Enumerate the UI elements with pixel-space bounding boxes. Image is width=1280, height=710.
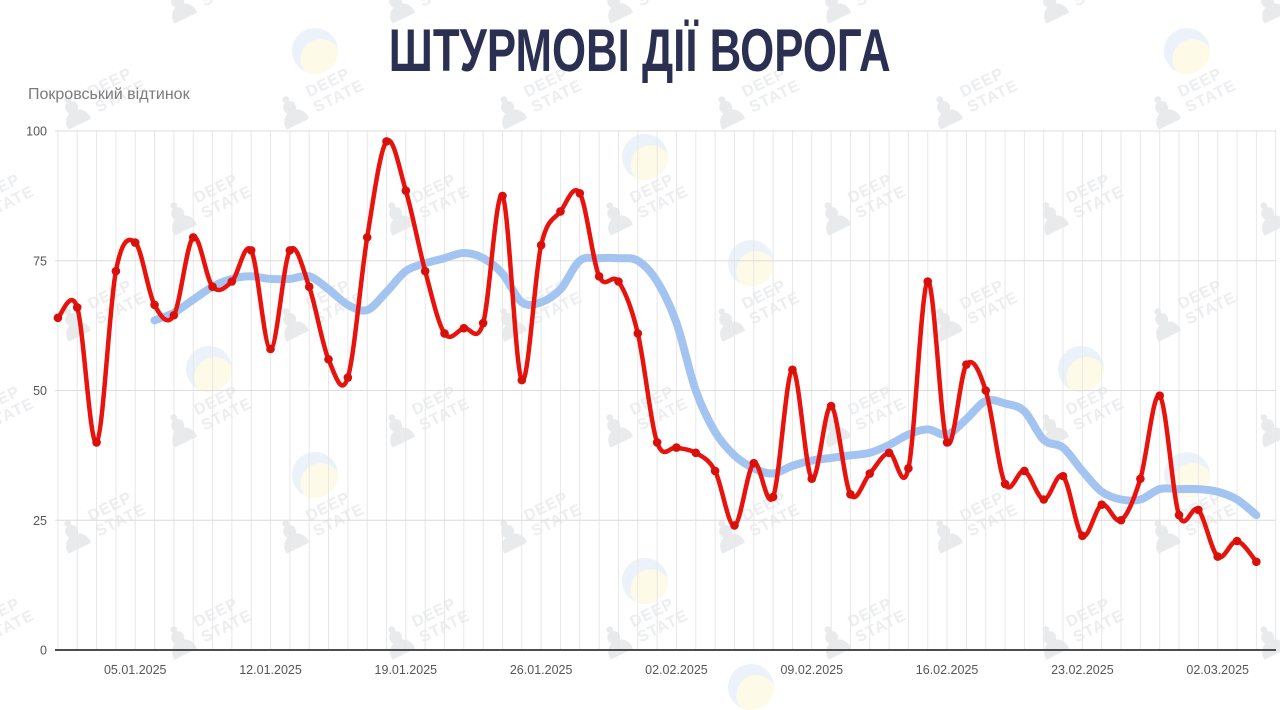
data-point bbox=[826, 401, 836, 411]
data-point bbox=[923, 277, 933, 286]
data-point bbox=[1252, 557, 1261, 567]
data-point bbox=[1000, 479, 1010, 489]
data-point bbox=[130, 238, 140, 247]
data-point bbox=[459, 323, 469, 333]
x-axis-label: 02.02.2025 bbox=[645, 663, 708, 677]
data-point bbox=[556, 207, 565, 216]
data-point bbox=[846, 490, 855, 499]
data-point bbox=[807, 474, 817, 484]
data-point bbox=[1078, 531, 1087, 541]
data-point bbox=[92, 438, 101, 447]
data-point bbox=[1213, 552, 1222, 561]
y-axis-label: 75 bbox=[33, 254, 47, 268]
data-point bbox=[188, 233, 198, 242]
data-point bbox=[575, 188, 585, 198]
data-point bbox=[1039, 495, 1049, 504]
data-point bbox=[208, 282, 217, 292]
data-point bbox=[1232, 536, 1242, 546]
line-chart: 0 25 50 75 100 05.01.2025 12.01.2025 19.01.2025… bbox=[26, 125, 1277, 677]
chart-subtitle: Покровський відтинок bbox=[28, 86, 190, 103]
data-point bbox=[710, 466, 720, 476]
y-axis-label: 50 bbox=[33, 384, 47, 398]
data-point bbox=[749, 458, 759, 468]
data-point bbox=[594, 272, 604, 281]
data-point bbox=[865, 469, 875, 478]
x-axis-label: 19.01.2025 bbox=[375, 663, 438, 677]
data-point bbox=[401, 186, 411, 195]
data-point bbox=[304, 282, 314, 292]
data-point bbox=[1097, 500, 1107, 509]
average-line-series bbox=[150, 249, 1261, 520]
data-point bbox=[227, 277, 237, 286]
data-point bbox=[962, 360, 971, 369]
y-axis-label: 25 bbox=[33, 514, 47, 528]
data-point bbox=[1174, 510, 1184, 520]
data-point bbox=[1020, 466, 1029, 476]
data-point bbox=[1058, 471, 1068, 481]
data-point bbox=[614, 277, 623, 286]
x-axis-label: 12.01.2025 bbox=[239, 663, 302, 677]
data-point bbox=[72, 303, 82, 312]
data-point bbox=[730, 521, 739, 530]
data-point bbox=[150, 300, 159, 310]
x-axis-label: 02.03.2025 bbox=[1186, 663, 1249, 677]
data-point bbox=[420, 266, 430, 276]
data-point bbox=[536, 240, 546, 250]
x-axis-label: 09.02.2025 bbox=[780, 663, 843, 677]
data-point bbox=[169, 310, 179, 320]
data-point bbox=[440, 329, 449, 338]
data-point bbox=[904, 464, 913, 473]
page-title: ШТУРМОВІ ДІЇ ВОРОГА bbox=[389, 17, 891, 84]
data-point bbox=[788, 365, 797, 375]
data-point bbox=[266, 344, 275, 354]
data-point bbox=[246, 246, 256, 255]
data-point bbox=[942, 438, 952, 447]
data-point bbox=[1194, 505, 1203, 515]
data-point bbox=[981, 386, 991, 395]
data-point bbox=[768, 492, 778, 502]
x-axis-label: 05.01.2025 bbox=[104, 663, 167, 677]
x-axis-label: 23.02.2025 bbox=[1051, 663, 1114, 677]
data-point bbox=[382, 137, 391, 146]
y-axis-label: 0 bbox=[40, 644, 47, 658]
data-point bbox=[652, 438, 662, 447]
data-point bbox=[478, 318, 488, 328]
data-point bbox=[633, 329, 643, 338]
data-point bbox=[884, 448, 894, 458]
data-point bbox=[111, 266, 121, 276]
x-axis-label: 16.02.2025 bbox=[916, 663, 979, 677]
data-point bbox=[53, 313, 63, 323]
data-point bbox=[1155, 391, 1165, 400]
data-point bbox=[343, 373, 353, 382]
data-point bbox=[517, 375, 527, 385]
title-bar: ШТУРМОВІ ДІЇ ВОРОГА bbox=[0, 16, 1280, 85]
data-point bbox=[1136, 474, 1145, 484]
data-point bbox=[324, 355, 333, 364]
data-point bbox=[285, 246, 295, 255]
data-point bbox=[672, 443, 681, 452]
data-point bbox=[691, 448, 701, 458]
y-axis-label: 100 bbox=[26, 125, 47, 139]
data-point bbox=[1116, 515, 1126, 525]
data-point bbox=[362, 233, 372, 242]
x-axis-label: 26.01.2025 bbox=[510, 663, 573, 677]
data-point bbox=[498, 191, 507, 201]
